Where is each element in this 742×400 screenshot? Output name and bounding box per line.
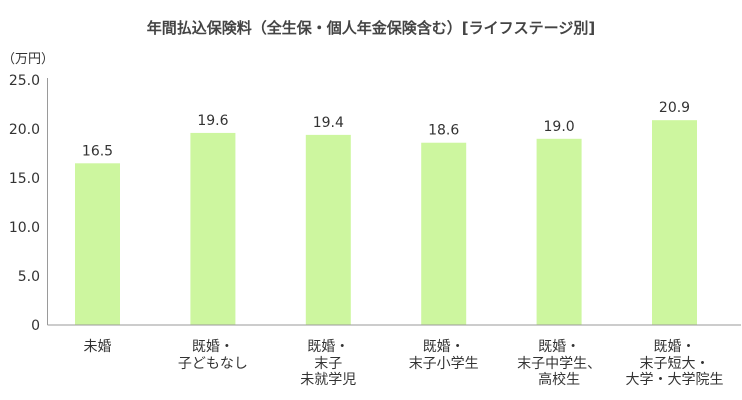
- y-tick-label-2: 10.0: [9, 220, 40, 236]
- bar-value-label-1: 16.5: [82, 143, 113, 159]
- y-tick-label-5: 25.0: [9, 73, 40, 89]
- x-category-label-3: 既婚・ 末子 未就学児: [300, 339, 357, 388]
- bar-value-label-4: 18.6: [428, 123, 459, 139]
- bar-6: [652, 120, 697, 326]
- x-category-label-1: 未婚: [83, 339, 112, 355]
- bar-4: [421, 142, 467, 325]
- bar-value-label-6: 20.9: [659, 100, 690, 116]
- bar-value-label-2: 19.6: [197, 113, 228, 129]
- bar-value-label-5: 19.0: [544, 119, 575, 135]
- chart-title: 年間払込保険料（全生保・個人年金保険含む）[ライフステージ別]: [146, 19, 596, 37]
- x-category-label-4: 既婚・ 末子小学生: [408, 339, 479, 372]
- y-tick-label-0: 0: [31, 318, 40, 334]
- bar-1: [75, 163, 120, 325]
- bar-3: [305, 134, 351, 325]
- x-category-label-6: 既婚・ 末子短大・ 大学・大学院生: [625, 339, 724, 388]
- y-axis-unit-label: （万円）: [2, 52, 55, 67]
- y-tick-label-4: 20.0: [9, 122, 40, 138]
- bar-value-label-3: 19.4: [313, 115, 344, 131]
- bar-5: [536, 138, 582, 325]
- bar-2: [190, 132, 236, 325]
- y-tick-label-1: 5.0: [18, 269, 40, 285]
- x-category-label-5: 既婚・ 末子中学生、 高校生: [517, 339, 602, 388]
- x-category-label-2: 既婚・ 子どもなし: [177, 339, 248, 372]
- y-tick-label-3: 15.0: [9, 171, 40, 187]
